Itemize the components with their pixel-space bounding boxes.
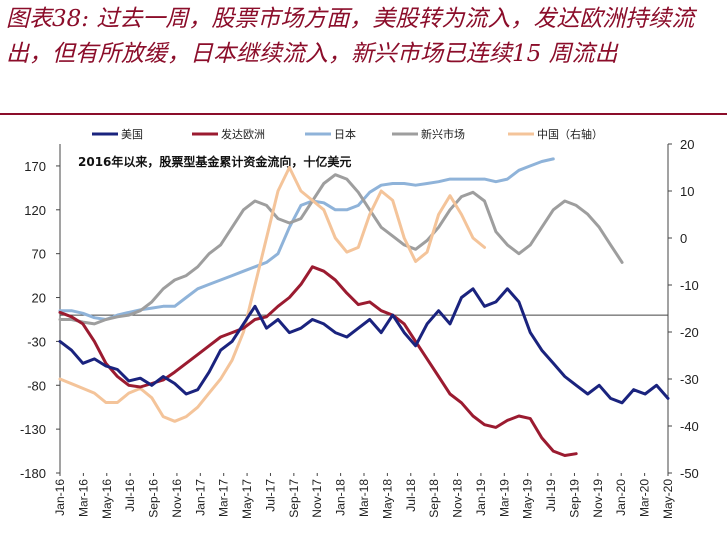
x-axis-tick-label: Jan-20: [614, 479, 628, 516]
x-axis-tick-label: May-20: [661, 479, 675, 519]
x-axis-tick-label: Mar-17: [217, 479, 231, 517]
x-axis-tick-label: May-16: [100, 479, 114, 519]
series-line-europe: [58, 265, 578, 457]
right-axis-tick-label: -40: [680, 419, 699, 434]
legend: 美国 发达欧洲 日本 新兴市场 中国（右轴）: [92, 127, 603, 141]
left-axis-tick-label: 20: [32, 291, 46, 306]
series-line-japan: [58, 157, 555, 321]
left-axis-tick-label: -130: [20, 422, 46, 437]
legend-label-em: 新兴市场: [421, 127, 465, 141]
x-axis-tick-label: Jan-19: [474, 479, 488, 516]
x-axis-tick-label: Nov-19: [591, 479, 605, 518]
left-axis-tick-label: -180: [20, 466, 46, 481]
left-axis-tick-label: 120: [24, 203, 46, 218]
legend-label-china: 中国（右轴）: [537, 127, 603, 141]
right-axis-tick-label: -30: [680, 372, 699, 387]
x-axis-tick-label: Jul-19: [544, 479, 558, 512]
x-axis-tick-label: Mar-20: [638, 479, 652, 517]
x-axis-tick-label: Sep-17: [287, 479, 301, 518]
chart-note: 2016年以来，股票型基金累计资金流向，十亿美元: [78, 154, 351, 169]
x-axis-tick-label: Jan-16: [53, 479, 67, 516]
right-axis-tick-label: -20: [680, 325, 699, 340]
right-axis-tick-label: -50: [680, 466, 699, 481]
x-axis-tick-label: Jul-16: [123, 479, 137, 512]
series-lines: [58, 157, 670, 457]
x-axis-tick-label: Jan-18: [334, 479, 348, 516]
title-divider: [0, 113, 727, 115]
right-axis-tick-label: 10: [680, 184, 694, 199]
x-axis-tick-label: Mar-16: [76, 479, 90, 517]
x-axis-tick-label: Sep-19: [567, 479, 581, 518]
right-axis-tick-label: -10: [680, 278, 699, 293]
legend-label-japan: 日本: [334, 127, 356, 141]
legend-label-europe: 发达欧洲: [221, 127, 265, 141]
series-line-em: [58, 173, 624, 326]
x-axis-tick-label: Nov-16: [170, 479, 184, 518]
x-axis-tick-label: Sep-18: [427, 479, 441, 518]
series-line-china: [58, 166, 486, 423]
left-axis-tick-label: 170: [24, 159, 46, 174]
x-axis-tick-label: Jan-17: [193, 479, 207, 516]
x-axis-tick-label: Nov-18: [451, 479, 465, 518]
left-axis-tick-label: -30: [27, 334, 46, 349]
x-axis-tick-label: Mar-18: [357, 479, 371, 517]
x-axis-tick-label: Jul-17: [263, 479, 277, 512]
chart-title: 图表38: 过去一周，股票市场方面，美股转为流入，发达欧洲持续流出，但有所放缓，…: [6, 6, 695, 67]
left-axis-tick-label: -80: [27, 378, 46, 393]
right-axis-tick-label: 20: [680, 137, 694, 152]
x-axis-tick-label: Jul-18: [404, 479, 418, 512]
axes: 170 120 70 20 -30 -80 -130 -180 20 10 0 -10 -20 -30 -4…: [20, 137, 699, 519]
x-axis-tick-label: May-18: [380, 479, 394, 519]
legend-label-us: 美国: [121, 128, 143, 141]
x-axis-tick-label: Sep-16: [147, 479, 161, 518]
x-axis-tick-label: May-17: [240, 479, 254, 519]
series-line-us: [58, 287, 670, 405]
x-axis-tick-label: Mar-19: [497, 479, 511, 517]
x-axis-tick-label: May-19: [521, 479, 535, 519]
x-axis-tick-label: Nov-17: [310, 479, 324, 518]
cumulative-fund-flow-chart: 美国 发达欧洲 日本 新兴市场 中国（右轴） 2016年以来，股票型基金累计资金…: [20, 127, 699, 519]
left-axis-tick-label: 70: [32, 247, 46, 262]
right-axis-tick-label: 0: [680, 231, 687, 246]
